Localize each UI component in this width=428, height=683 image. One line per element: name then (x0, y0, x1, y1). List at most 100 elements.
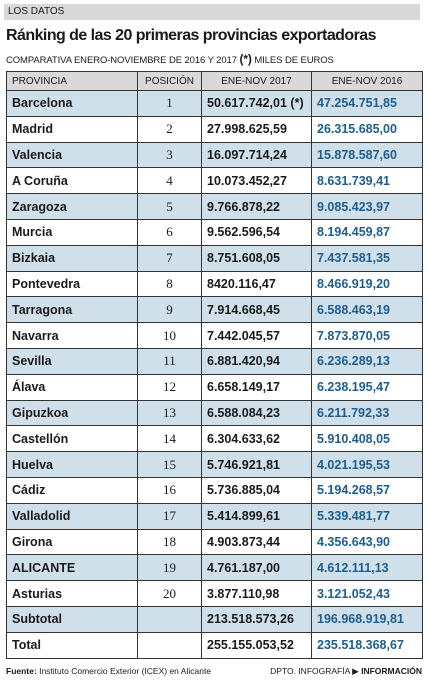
cell-posicion: 19 (137, 554, 202, 582)
cell-ene-nov-2016: 4.612.111,13 (311, 554, 423, 582)
cell-provincia: Navarra (6, 322, 138, 349)
cell-provincia: Gipuzkoa (6, 399, 138, 427)
table-row: Murcia 6 9.562.596,54 8.194.459,87 (6, 218, 423, 246)
cell-ene-nov-2017: 4.903.873,44 (201, 528, 312, 556)
cell-ene-nov-2016: 7.437.581,35 (311, 244, 423, 272)
cell-posicion: 1 (137, 90, 202, 117)
cell-ene-nov-2016: 6.588.463,19 (311, 296, 423, 324)
table-row: A Coruña 4 10.073.452,27 8.631.739,41 (6, 167, 423, 195)
section-label: LOS DATOS (4, 4, 420, 20)
cell-provincia: Castellón (6, 425, 138, 453)
subtitle-text: COMPARATIVA ENERO-NOVIEMBRE DE 2016 Y 20… (6, 55, 237, 66)
cell-ene-nov-2016: 6.238.195,47 (311, 373, 423, 401)
cell-ene-nov-2017: 27.998.625,59 (201, 115, 312, 143)
cell-ene-nov-2016: 235.518.368,67 (311, 631, 423, 659)
cell-provincia: ALICANTE (6, 554, 138, 582)
cell-ene-nov-2016: 8.194.459,87 (311, 218, 423, 246)
cell-ene-nov-2017: 7.914.668,45 (201, 296, 312, 324)
cell-ene-nov-2017: 6.881.420,94 (201, 347, 312, 375)
cell-ene-nov-2017: 4.761.187,00 (201, 554, 312, 582)
cell-posicion: 9 (137, 296, 202, 324)
cell-provincia: Total (6, 631, 138, 659)
cell-ene-nov-2016: 4.021.195,53 (311, 451, 423, 478)
table-row: Zaragoza 5 9.766.878,22 9.085.423,97 (6, 193, 423, 220)
cell-ene-nov-2016: 8.466.919,20 (311, 270, 423, 298)
cell-posicion: 11 (137, 347, 202, 375)
cell-ene-nov-2016: 9.085.423,97 (311, 193, 423, 220)
table-row: ALICANTE 19 4.761.187,00 4.612.111,13 (6, 554, 423, 582)
header-row: PROVINCIA POSICIÓN ENE-NOV 2017 ENE-NOV 201… (6, 71, 423, 91)
table-row: Valladolid 17 5.414.899,61 5.339.481,77 (6, 502, 423, 530)
cell-ene-nov-2017: 5.414.899,61 (201, 502, 312, 530)
table-row: Girona 18 4.903.873,44 4.356.643,90 (6, 528, 423, 556)
cell-provincia: Asturias (6, 580, 138, 607)
cell-provincia: Zaragoza (6, 193, 138, 220)
table-row: Subtotal 213.518.573,26 196.968.919,81 (6, 605, 423, 633)
cell-ene-nov-2016: 47.254.751,85 (311, 90, 423, 117)
table-row: Sevilla 11 6.881.420,94 6.236.289,13 (6, 347, 423, 375)
cell-provincia: Valencia (6, 141, 138, 169)
source: Instituto Comercio Exterior (ICEX) en Al… (39, 666, 212, 676)
cell-ene-nov-2017: 255.155.053,52 (201, 631, 312, 659)
cell-posicion: 17 (137, 502, 202, 530)
cell-posicion: 2 (137, 115, 202, 143)
cell-provincia: Bizkaia (6, 244, 138, 272)
cell-ene-nov-2017: 6.304.633,62 (201, 425, 312, 453)
brand: INFORMACIÓN (361, 666, 422, 676)
cell-ene-nov-2016: 6.236.289,13 (311, 347, 423, 375)
credit: DPTO. INFOGRAFÍA (270, 666, 350, 676)
cell-posicion: 15 (137, 451, 202, 478)
cell-ene-nov-2016: 5.339.481,77 (311, 502, 423, 530)
cell-ene-nov-2016: 15.878.587,60 (311, 141, 423, 169)
cell-ene-nov-2017: 8420.116,47 (201, 270, 312, 298)
cell-posicion: 14 (137, 425, 202, 453)
credit-block: DPTO. INFOGRAFÍA ▶ INFORMACIÓN (270, 666, 422, 676)
table-row: Asturias 20 3.877.110,98 3.121.052,43 (6, 580, 423, 607)
cell-provincia: Tarragona (6, 296, 138, 324)
cell-provincia: A Coruña (6, 167, 138, 195)
source-label: Fuente: (6, 666, 37, 676)
cell-ene-nov-2017: 213.518.573,26 (201, 605, 312, 633)
cell-posicion: 10 (137, 322, 202, 349)
cell-provincia: Valladolid (6, 502, 138, 530)
cell-provincia: Álava (6, 373, 138, 401)
cell-posicion: 3 (137, 141, 202, 169)
cell-posicion: 20 (137, 580, 202, 607)
table-row: Tarragona 9 7.914.668,45 6.588.463,19 (6, 296, 423, 324)
column-header: ENE-NOV 2017 (201, 71, 312, 91)
cell-posicion: 16 (137, 476, 202, 504)
cell-provincia: Murcia (6, 218, 138, 246)
cell-provincia: Cádiz (6, 476, 138, 504)
cell-ene-nov-2016: 6.211.792,33 (311, 399, 423, 427)
cell-ene-nov-2017: 6.658.149,17 (201, 373, 312, 401)
cell-posicion: 12 (137, 373, 202, 401)
subtitle-mark: (*) (239, 52, 252, 66)
table-row: Bizkaia 7 8.751.608,05 7.437.581,35 (6, 244, 423, 272)
table-row: Madrid 2 27.998.625,59 26.315.685,00 (6, 115, 423, 143)
cell-ene-nov-2017: 5.736.885,04 (201, 476, 312, 504)
cell-posicion: 8 (137, 270, 202, 298)
table-row: Valencia 3 16.097.714,24 15.878.587,60 (6, 141, 423, 169)
cell-provincia: Sevilla (6, 347, 138, 375)
cell-ene-nov-2016: 4.356.643,90 (311, 528, 423, 556)
cell-ene-nov-2016: 5.910.408,05 (311, 425, 423, 453)
table-row: Barcelona 1 50.617.742,01 (*) 47.254.751,85 (6, 90, 423, 117)
cell-ene-nov-2017: 8.751.608,05 (201, 244, 312, 272)
cell-ene-nov-2017: 16.097.714,24 (201, 141, 312, 169)
cell-posicion: 6 (137, 218, 202, 246)
cell-ene-nov-2017: 7.442.045,57 (201, 322, 312, 349)
cell-posicion: 4 (137, 167, 202, 195)
cell-provincia: Pontevedra (6, 270, 138, 298)
cell-ene-nov-2016: 3.121.052,43 (311, 580, 423, 607)
cell-posicion (137, 605, 202, 633)
cell-posicion: 18 (137, 528, 202, 556)
title: Ránking de las 20 primeras provincias ex… (6, 27, 377, 44)
cell-ene-nov-2016: 196.968.919,81 (311, 605, 423, 633)
cell-provincia: Huelva (6, 451, 138, 478)
cell-ene-nov-2017: 9.562.596,54 (201, 218, 312, 246)
cell-provincia: Girona (6, 528, 138, 556)
table-row: Total 255.155.053,52 235.518.368,67 (6, 631, 423, 659)
table-row: Gipuzkoa 13 6.588.084,23 6.211.792,33 (6, 399, 423, 427)
subtitle: COMPARATIVA ENERO-NOVIEMBRE DE 2016 Y 20… (6, 52, 334, 66)
